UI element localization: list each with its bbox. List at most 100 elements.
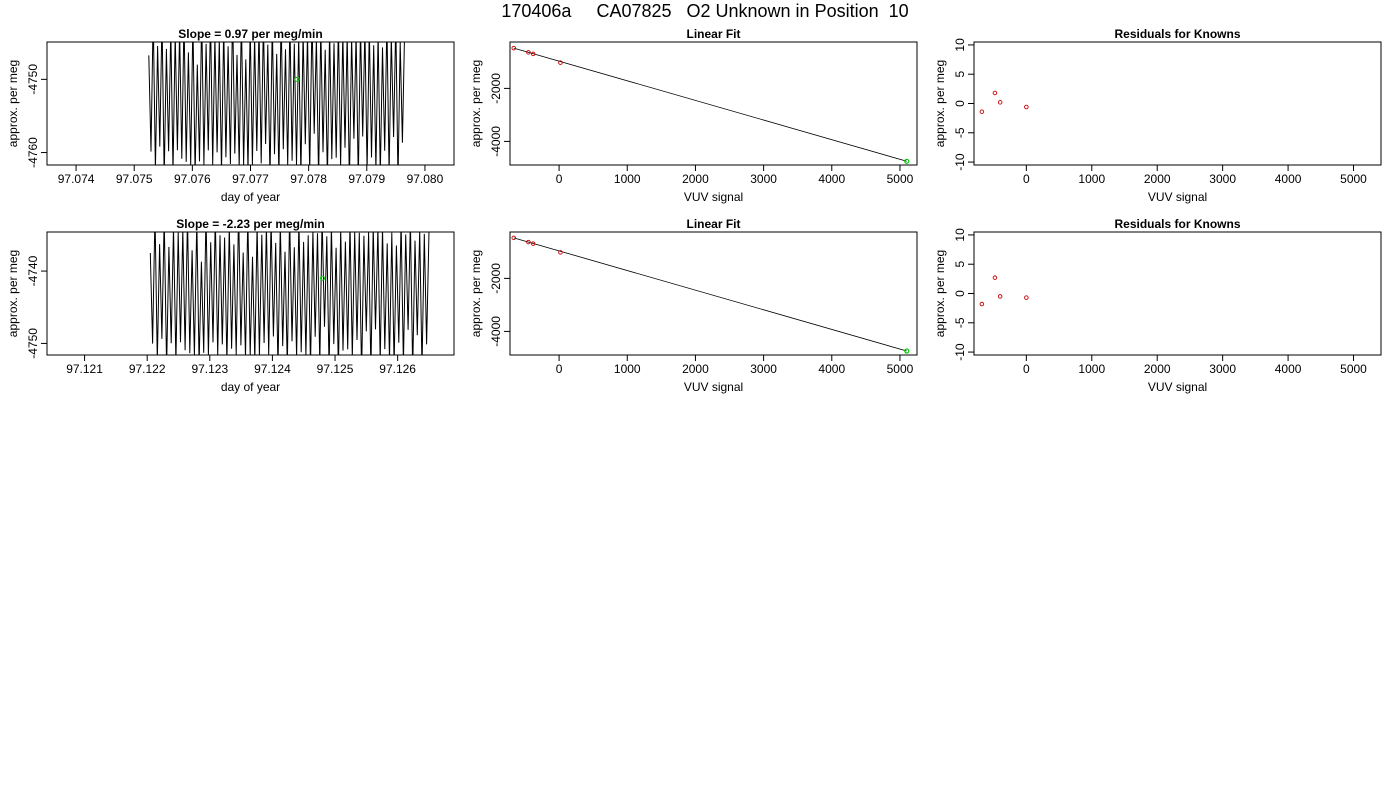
x-tick-label: 97.077 — [232, 172, 269, 186]
chart-title: Linear Fit — [686, 217, 740, 231]
x-tick-label: 1000 — [614, 172, 641, 186]
chart-title: Slope = 0.97 per meg/min — [178, 27, 322, 41]
y-axis-label: approx. per meg — [933, 250, 947, 337]
y-tick-label: -4750 — [26, 328, 40, 359]
y-tick-label: -10 — [953, 343, 967, 361]
x-tick-label: 2000 — [682, 362, 709, 376]
y-tick-label: -4750 — [26, 64, 40, 95]
x-tick-label: 97.076 — [174, 172, 211, 186]
x-tick-label: 97.079 — [348, 172, 385, 186]
plot-frame — [973, 231, 1382, 356]
y-tick-label: 5 — [953, 261, 967, 268]
x-tick-label: 97.078 — [290, 172, 327, 186]
chart-panel-p5: Linear Fit VUV signal approx. per meg 0 1000… — [469, 217, 918, 394]
known-point — [558, 60, 563, 65]
known-point — [530, 241, 536, 246]
x-tick-label: 97.121 — [66, 362, 103, 376]
x-axis-label: VUV signal — [1148, 190, 1207, 204]
y-tick-label: -4740 — [26, 255, 40, 286]
known-point — [992, 90, 998, 96]
x-tick-label: 97.124 — [254, 362, 291, 376]
chart-panel-p3: Residuals for Knowns VUV signal approx. pe… — [933, 27, 1382, 204]
unknown-point — [904, 158, 910, 164]
chart-title: Linear Fit — [686, 27, 740, 41]
x-tick-label: 5000 — [887, 172, 914, 186]
known-point — [997, 100, 1003, 105]
known-point — [979, 109, 985, 114]
x-tick-label: 0 — [1023, 362, 1030, 376]
x-tick-label: 0 — [556, 362, 563, 376]
plot-frame — [46, 231, 455, 356]
known-point — [526, 50, 531, 55]
x-tick-label: 3000 — [1209, 172, 1236, 186]
y-tick-label: -4000 — [489, 316, 503, 347]
x-tick-label: 4000 — [1275, 172, 1302, 186]
fit-line — [513, 237, 907, 352]
y-tick-label: 5 — [953, 71, 967, 78]
fit-line — [513, 47, 907, 162]
x-tick-label: 2000 — [1144, 172, 1171, 186]
x-tick-label: 97.122 — [129, 362, 166, 376]
plot-frame — [509, 41, 918, 166]
plot-area — [511, 235, 910, 354]
x-tick-label: 4000 — [818, 362, 845, 376]
x-tick-label: 1000 — [1078, 362, 1105, 376]
unknown-point — [904, 348, 910, 354]
x-tick-label: 1000 — [614, 362, 641, 376]
y-axis-label: approx. per meg — [469, 60, 483, 147]
page-title: 170406a CA07825 O2 Unknown in Position 1… — [501, 1, 909, 21]
x-axis-label: VUV signal — [1148, 380, 1207, 394]
x-tick-label: 1000 — [1078, 172, 1105, 186]
unknown-point — [294, 76, 300, 82]
y-axis-label: approx. per meg — [933, 60, 947, 147]
y-tick-label: -2000 — [489, 263, 503, 294]
x-axis-label: VUV signal — [684, 190, 743, 204]
known-point — [558, 250, 563, 255]
x-tick-label: 5000 — [887, 362, 914, 376]
x-tick-label: 3000 — [750, 172, 777, 186]
data-trace — [148, 42, 405, 165]
plot-area — [149, 232, 430, 355]
x-tick-label: 5000 — [1340, 172, 1367, 186]
known-point — [1024, 295, 1029, 300]
y-tick-label: 10 — [953, 228, 967, 242]
x-axis-label: VUV signal — [684, 380, 743, 394]
chart-title: Residuals for Knowns — [1114, 217, 1240, 231]
plot-frame — [973, 41, 1382, 166]
x-tick-label: 4000 — [818, 172, 845, 186]
known-point — [530, 51, 536, 57]
x-tick-label: 2000 — [1144, 362, 1171, 376]
chart-panel-p1: Slope = 0.97 per meg/min day of year appro… — [6, 27, 455, 204]
x-tick-label: 3000 — [1209, 362, 1236, 376]
x-tick-label: 5000 — [1340, 362, 1367, 376]
x-tick-label: 97.126 — [379, 362, 416, 376]
x-tick-label: 0 — [1023, 172, 1030, 186]
known-point — [992, 275, 998, 280]
y-tick-label: 0 — [953, 100, 967, 107]
known-point — [1024, 104, 1029, 110]
x-tick-label: 97.123 — [191, 362, 228, 376]
x-tick-label: 2000 — [682, 172, 709, 186]
x-axis-label: day of year — [221, 190, 280, 204]
plot-area — [148, 42, 405, 165]
unknown-point — [320, 275, 326, 281]
chart-title: Residuals for Knowns — [1114, 27, 1240, 41]
known-point — [511, 235, 516, 241]
chart-panel-p6: Residuals for Knowns VUV signal approx. pe… — [933, 217, 1382, 394]
plot-frame — [509, 231, 918, 356]
y-tick-label: -5 — [953, 317, 967, 328]
x-tick-label: 97.075 — [116, 172, 153, 186]
known-point — [511, 45, 516, 51]
plot-area — [511, 45, 910, 164]
x-axis-label: day of year — [221, 380, 280, 394]
y-tick-label: -5 — [953, 127, 967, 138]
y-tick-label: 0 — [953, 290, 967, 297]
known-point — [979, 301, 985, 307]
y-tick-label: -2000 — [489, 73, 503, 104]
y-axis-label: approx. per meg — [6, 250, 20, 337]
y-tick-label: -4760 — [26, 137, 40, 168]
x-tick-label: 97.125 — [317, 362, 354, 376]
chart-title: Slope = -2.23 per meg/min — [176, 217, 324, 231]
known-point — [997, 294, 1003, 299]
